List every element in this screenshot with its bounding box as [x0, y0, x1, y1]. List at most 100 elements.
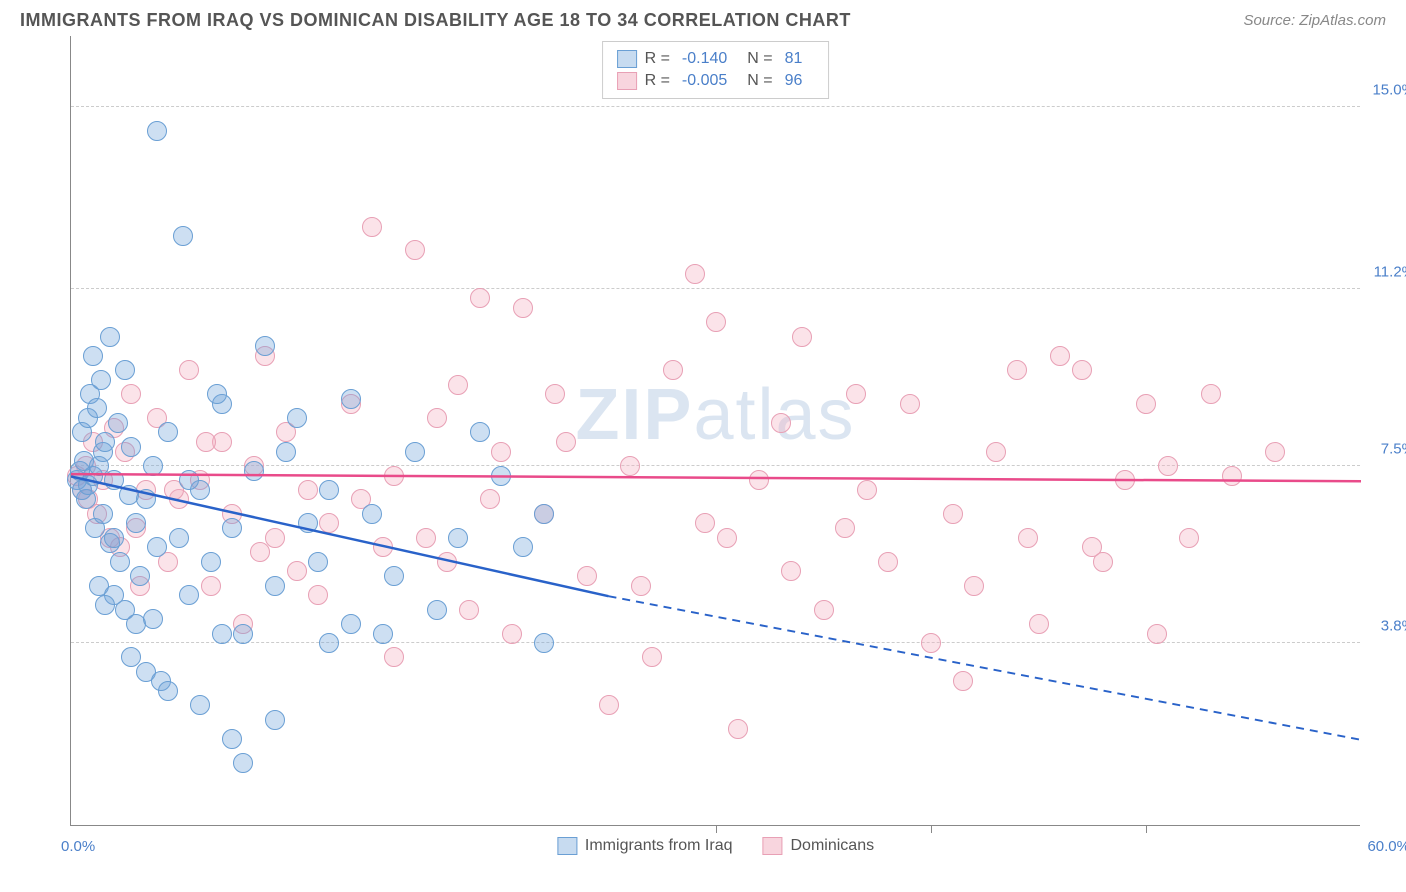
legend-row-dominican: R = -0.005 N = 96 — [617, 70, 815, 92]
data-point — [265, 528, 285, 548]
data-point — [104, 528, 124, 548]
data-point — [943, 504, 963, 524]
data-point — [878, 552, 898, 572]
data-point — [556, 432, 576, 452]
data-point — [143, 609, 163, 629]
data-point — [222, 729, 242, 749]
swatch-iraq-icon — [557, 837, 577, 855]
data-point — [1222, 466, 1242, 486]
data-point — [781, 561, 801, 581]
data-point — [846, 384, 866, 404]
data-point — [427, 600, 447, 620]
data-point — [1072, 360, 1092, 380]
series-name-dominican: Dominicans — [791, 837, 875, 855]
data-point — [728, 719, 748, 739]
data-point — [986, 442, 1006, 462]
data-point — [631, 576, 651, 596]
data-point — [201, 552, 221, 572]
data-point — [95, 432, 115, 452]
data-point — [1115, 470, 1135, 490]
y-tick-label: 7.5% — [1381, 440, 1406, 457]
data-point — [685, 264, 705, 284]
data-point — [1201, 384, 1221, 404]
data-point — [835, 518, 855, 538]
data-point — [130, 566, 150, 586]
data-point — [1179, 528, 1199, 548]
gridline — [71, 642, 1360, 643]
x-min-label: 0.0% — [61, 838, 95, 855]
data-point — [115, 360, 135, 380]
data-point — [717, 528, 737, 548]
data-point — [250, 542, 270, 562]
data-point — [179, 360, 199, 380]
data-point — [1007, 360, 1027, 380]
n-value-dominican: 96 — [785, 72, 803, 90]
data-point — [953, 671, 973, 691]
data-point — [93, 504, 113, 524]
y-tick-label: 3.8% — [1381, 618, 1406, 635]
data-point — [255, 336, 275, 356]
data-point — [319, 633, 339, 653]
data-point — [513, 537, 533, 557]
data-point — [173, 226, 193, 246]
data-point — [405, 442, 425, 462]
data-point — [143, 456, 163, 476]
data-point — [663, 360, 683, 380]
data-point — [341, 614, 361, 634]
data-point — [1158, 456, 1178, 476]
x-tick — [716, 825, 717, 833]
data-point — [341, 389, 361, 409]
data-point — [384, 566, 404, 586]
series-name-iraq: Immigrants from Iraq — [585, 837, 733, 855]
watermark: ZIPatlas — [575, 374, 855, 456]
data-point — [491, 442, 511, 462]
chart-title: IMMIGRANTS FROM IRAQ VS DOMINICAN DISABI… — [20, 10, 851, 31]
correlation-legend: R = -0.140 N = 81 R = -0.005 N = 96 — [602, 41, 830, 99]
data-point — [1082, 537, 1102, 557]
data-point — [620, 456, 640, 476]
trend-lines — [71, 36, 1361, 826]
data-point — [179, 585, 199, 605]
source-label: Source: ZipAtlas.com — [1243, 12, 1386, 29]
data-point — [207, 384, 227, 404]
data-point — [126, 513, 146, 533]
data-point — [287, 408, 307, 428]
data-point — [95, 595, 115, 615]
data-point — [373, 537, 393, 557]
plot-area: ZIPatlas R = -0.140 N = 81 R = -0.005 N … — [70, 36, 1360, 826]
data-point — [384, 647, 404, 667]
data-point — [121, 437, 141, 457]
data-point — [110, 552, 130, 572]
data-point — [147, 121, 167, 141]
data-point — [190, 695, 210, 715]
data-point — [642, 647, 662, 667]
data-point — [298, 480, 318, 500]
n-label: N = — [747, 50, 772, 68]
data-point — [196, 432, 216, 452]
r-value-dominican: -0.005 — [682, 72, 727, 90]
data-point — [108, 413, 128, 433]
legend-item-dominican: Dominicans — [763, 837, 875, 855]
data-point — [405, 240, 425, 260]
swatch-iraq — [617, 50, 637, 68]
data-point — [1050, 346, 1070, 366]
data-point — [1136, 394, 1156, 414]
legend-row-iraq: R = -0.140 N = 81 — [617, 48, 815, 70]
data-point — [158, 422, 178, 442]
data-point — [384, 466, 404, 486]
data-point — [448, 528, 468, 548]
data-point — [502, 624, 522, 644]
data-point — [534, 504, 554, 524]
data-point — [792, 327, 812, 347]
r-value-iraq: -0.140 — [682, 50, 727, 68]
r-label: R = — [645, 50, 670, 68]
data-point — [513, 298, 533, 318]
data-point — [212, 624, 232, 644]
data-point — [545, 384, 565, 404]
data-point — [87, 398, 107, 418]
data-point — [100, 327, 120, 347]
data-point — [319, 513, 339, 533]
data-point — [362, 217, 382, 237]
data-point — [814, 600, 834, 620]
data-point — [265, 710, 285, 730]
